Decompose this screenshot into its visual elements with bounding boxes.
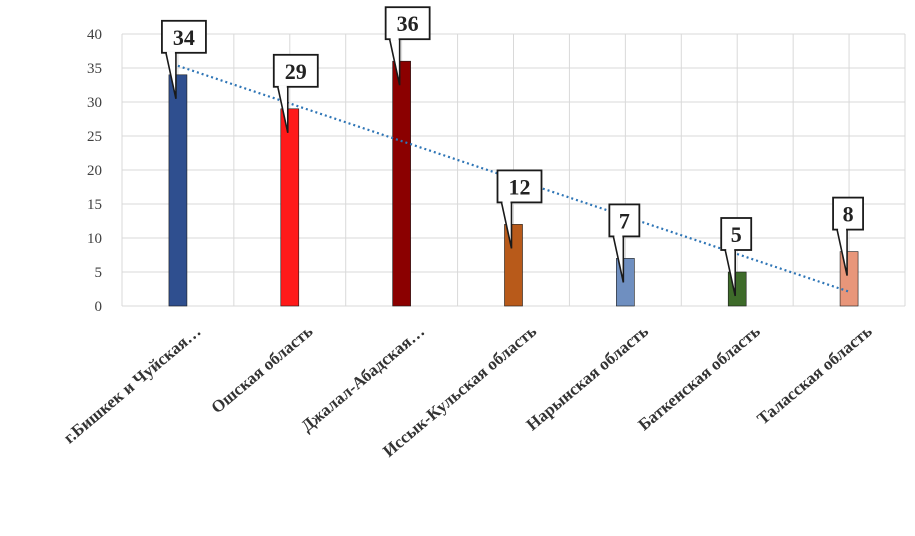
data-label-callout-1: 29 [272,53,319,133]
bar-1 [280,108,300,307]
data-label-box-6 [832,196,864,231]
x-category-label-0: г.Бишкек и Чуйская… [60,322,205,448]
data-label-3: 12 [509,174,531,199]
chart-trendline [177,64,850,293]
x-category-label-1: Ошская область [208,322,317,418]
data-label-box-1 [272,53,319,88]
data-label-box-5 [720,217,753,251]
y-axis-tick-labels: 0 5 10 15 20 25 30 35 40 [87,27,102,315]
x-category-label-5: Баткенская область [634,322,763,435]
data-label-box-2 [384,6,431,41]
data-label-5: 5 [731,222,742,247]
data-label-box-3 [496,169,543,204]
y-tick-label-0: 0 [95,299,103,315]
bar-6 [839,251,859,307]
y-tick-label-8: 40 [87,27,102,43]
data-label-6: 8 [843,202,854,227]
data-label-callout-3: 12 [496,169,543,249]
bar-3 [504,224,523,307]
trendline [177,64,850,293]
y-tick-label-2: 10 [87,231,102,247]
y-tick-label-4: 20 [87,163,102,179]
x-category-label-2: Джалал-Абадская… [297,322,428,436]
bar-2 [392,60,411,307]
x-category-label-4: Нарынская область [523,322,652,435]
data-label-box-4 [608,203,641,238]
x-axis-category-labels: г.Бишкек и Чуйская… Ошская областьДжалал-… [60,322,876,461]
data-label-4: 7 [619,208,630,233]
x-category-label-6: Таласская область [753,322,875,429]
y-tick-label-6: 30 [87,95,102,111]
data-label-callout-0: 34 [161,19,207,99]
data-label-callout-4: 7 [608,203,641,283]
y-tick-label-5: 25 [87,129,102,145]
data-label-callout-2: 36 [384,6,431,86]
y-tick-label-3: 15 [87,197,102,213]
data-label-2: 36 [397,11,419,36]
chart-bars [168,60,859,307]
bar-0 [168,74,188,307]
data-label-callout-5: 5 [720,217,753,297]
data-label-1: 29 [285,59,307,84]
data-label-box-0 [161,19,207,54]
data-label-0: 34 [173,25,195,50]
chart-data-labels: 34 29 36 12 7 5 8 [161,6,864,297]
y-tick-label-1: 5 [95,265,103,281]
y-tick-label-7: 35 [87,61,102,77]
data-label-callout-6: 8 [832,196,864,276]
